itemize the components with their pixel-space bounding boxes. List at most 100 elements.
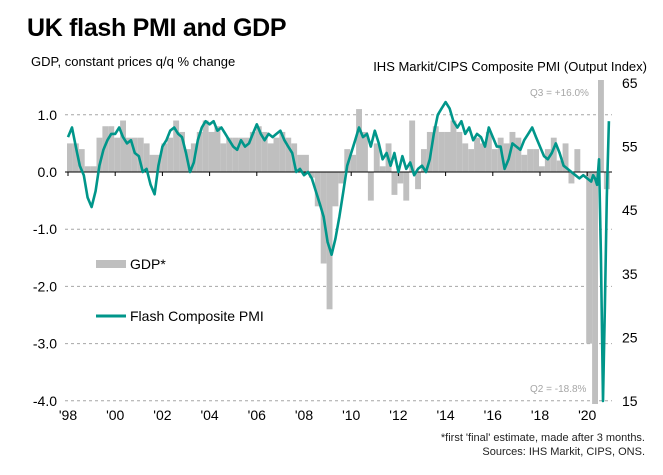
gdp-bar: [196, 131, 203, 172]
gdp-bar: [131, 137, 138, 172]
gdp-bar: [149, 154, 156, 172]
gdp-bar: [568, 172, 575, 184]
gdp-bar: [84, 166, 91, 172]
x-tick-label: '04: [200, 407, 218, 423]
gdp-bar: [78, 149, 85, 172]
x-axis-ticks: '98 '00 '02 '04 '06 '08 '10 '12 '14 '16 '18 '20: [59, 407, 597, 423]
gdp-bar: [556, 160, 563, 172]
gdp-bar: [379, 166, 386, 172]
right-tick-label: 65: [622, 75, 638, 91]
gdp-bar: [338, 172, 345, 184]
left-axis-ticks: 1.0 0.0 -1.0 -2.0 -3.0 -4.0: [33, 107, 57, 409]
gdp-bar: [598, 80, 604, 172]
gdp-bar: [415, 172, 421, 190]
annotation-q3: Q3 = +16.0%: [530, 88, 589, 99]
gdp-bar: [232, 137, 239, 172]
gdp-bar: [586, 172, 593, 344]
gdp-bar: [491, 149, 498, 172]
gdp-bar: [226, 137, 233, 172]
gdp-bar: [592, 172, 598, 404]
footnote-sources: Sources: IHS Markit, CIPS, ONS.: [482, 446, 645, 458]
gdp-bar: [456, 131, 463, 172]
gdp-bar: [468, 149, 475, 172]
pmi-line: [66, 100, 611, 403]
pmi-line-group: [66, 100, 611, 403]
gdp-bar: [108, 126, 115, 172]
gdp-bar: [173, 120, 180, 172]
left-tick-label: -3.0: [33, 336, 57, 352]
x-tick-label: '10: [342, 407, 360, 423]
gdp-bar: [562, 143, 569, 172]
gdp-bar: [356, 109, 362, 172]
gdp-bar: [120, 120, 126, 172]
legend-gdp-label: GDP*: [130, 256, 166, 272]
legend-gdp-swatch: [96, 260, 126, 268]
gdp-bar: [90, 166, 97, 172]
gdp-bar: [509, 131, 516, 172]
right-tick-label: 55: [622, 139, 638, 155]
gdp-bar: [438, 131, 445, 172]
gdp-bar: [220, 143, 227, 172]
gdp-bar: [326, 172, 333, 310]
gdp-bar: [503, 143, 510, 172]
gdp-bar: [474, 137, 480, 172]
legend-pmi-label: Flash Composite PMI: [130, 308, 264, 324]
gdp-bar: [432, 126, 439, 172]
x-tick-label: '18: [531, 407, 549, 423]
gdp-bar: [308, 172, 315, 178]
x-tick-label: '16: [484, 407, 502, 423]
gdp-bar: [114, 137, 121, 172]
gdp-bar: [202, 120, 209, 172]
gdp-bar: [421, 149, 427, 172]
legend: GDP* Flash Composite PMI: [96, 256, 264, 324]
gridlines: [65, 114, 612, 402]
gdp-bar: [179, 131, 185, 172]
gdp-bar: [533, 149, 539, 172]
right-tick-label: 45: [622, 202, 638, 218]
gdp-bar: [244, 137, 250, 172]
gdp-bar: [279, 131, 286, 172]
gdp-bars: [67, 80, 610, 404]
gdp-bar: [96, 137, 103, 172]
gdp-bar: [126, 137, 132, 172]
right-axis-ticks: 65 55 45 35 25 15: [622, 75, 638, 409]
gdp-bar: [161, 143, 168, 172]
right-tick-label: 35: [622, 266, 638, 282]
gdp-bar: [444, 131, 451, 172]
right-tick-label: 25: [622, 329, 638, 345]
gdp-bar: [403, 172, 410, 201]
gdp-bar: [267, 143, 274, 172]
x-tick-label: '06: [248, 407, 266, 423]
gdp-bar: [332, 172, 339, 207]
gdp-bar: [249, 131, 256, 172]
x-tick-label: '98: [59, 407, 77, 423]
gdp-bar: [303, 154, 309, 172]
gdp-bar: [102, 126, 109, 172]
gdp-bar: [391, 172, 398, 195]
gdp-bar: [480, 143, 486, 172]
gdp-bar: [238, 137, 244, 172]
gdp-bar: [297, 154, 303, 172]
gdp-bar: [208, 131, 215, 172]
gdp-bar: [137, 137, 144, 172]
left-tick-label: -1.0: [33, 221, 57, 237]
gdp-bar: [214, 126, 221, 172]
gdp-bar: [273, 137, 280, 172]
left-tick-label: 0.0: [38, 164, 58, 180]
x-tick-label: '12: [389, 407, 407, 423]
x-tick-label: '00: [106, 407, 124, 423]
left-tick-label: 1.0: [38, 107, 58, 123]
gdp-bar: [497, 137, 504, 172]
x-tick-label: '02: [153, 407, 171, 423]
chart-title: UK flash PMI and GDP: [27, 14, 287, 42]
gdp-bar: [72, 143, 79, 172]
gdp-bar: [373, 143, 380, 172]
gdp-bar: [409, 120, 416, 172]
gdp-bar: [167, 137, 174, 172]
gdp-bar: [450, 120, 457, 172]
gdp-bar: [143, 143, 150, 172]
gdp-bar: [574, 149, 581, 172]
gdp-bar: [67, 143, 73, 172]
x-tick-label: '20: [578, 407, 596, 423]
